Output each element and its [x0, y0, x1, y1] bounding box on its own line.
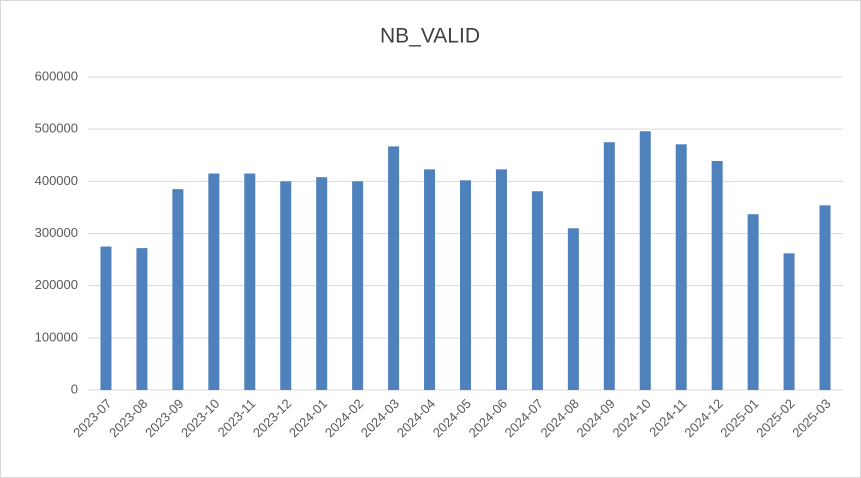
y-tick-label: 100000 — [35, 329, 78, 344]
bar — [136, 248, 148, 390]
chart-title: NB_VALID — [380, 25, 480, 48]
bar — [819, 205, 831, 390]
bar — [711, 160, 723, 390]
bar — [244, 173, 256, 390]
bar — [388, 146, 400, 390]
bar — [100, 246, 112, 390]
bar — [675, 144, 687, 390]
bar — [460, 180, 471, 390]
bar — [495, 169, 507, 390]
bar — [603, 142, 615, 390]
y-tick-label: 400000 — [35, 173, 78, 188]
bar — [531, 191, 543, 390]
y-tick-label: 300000 — [35, 225, 78, 240]
bar — [280, 181, 292, 390]
y-tick-label: 500000 — [35, 121, 78, 136]
bar — [747, 214, 759, 390]
bar — [783, 253, 795, 390]
y-tick-label: 600000 — [35, 68, 78, 83]
y-tick-label: 0 — [71, 381, 78, 396]
bar — [639, 131, 651, 390]
bar — [424, 169, 436, 390]
bar — [567, 228, 579, 390]
y-tick-label: 200000 — [35, 277, 78, 292]
bar — [208, 173, 220, 390]
bar — [316, 177, 328, 390]
bar — [352, 181, 364, 390]
bar — [172, 189, 184, 390]
